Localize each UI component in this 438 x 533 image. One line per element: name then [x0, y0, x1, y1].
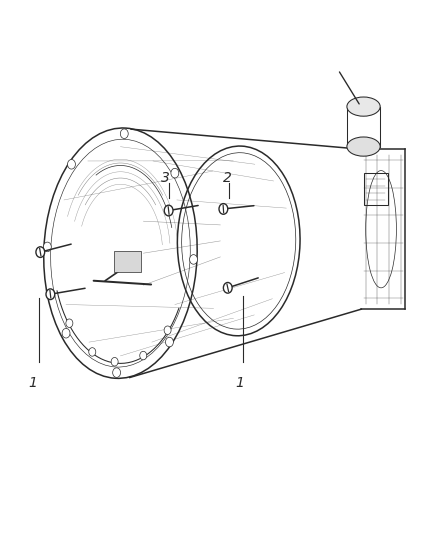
- Circle shape: [89, 348, 96, 356]
- Circle shape: [66, 319, 73, 327]
- Circle shape: [46, 289, 55, 300]
- Text: 3: 3: [161, 171, 170, 184]
- Circle shape: [223, 282, 232, 293]
- Circle shape: [113, 368, 120, 377]
- Circle shape: [166, 337, 173, 347]
- Circle shape: [67, 159, 75, 169]
- Text: 2: 2: [223, 171, 231, 184]
- Circle shape: [43, 242, 51, 252]
- Text: 1: 1: [236, 376, 244, 390]
- Circle shape: [62, 328, 70, 338]
- FancyBboxPatch shape: [114, 251, 141, 272]
- Circle shape: [140, 351, 147, 360]
- Ellipse shape: [347, 97, 380, 116]
- Circle shape: [190, 255, 198, 264]
- Circle shape: [219, 204, 228, 214]
- Circle shape: [164, 205, 173, 216]
- Circle shape: [36, 247, 45, 257]
- Text: 1: 1: [28, 376, 37, 390]
- Circle shape: [120, 129, 128, 139]
- Circle shape: [164, 326, 171, 335]
- Circle shape: [111, 358, 118, 366]
- Ellipse shape: [347, 137, 380, 156]
- Circle shape: [171, 168, 179, 178]
